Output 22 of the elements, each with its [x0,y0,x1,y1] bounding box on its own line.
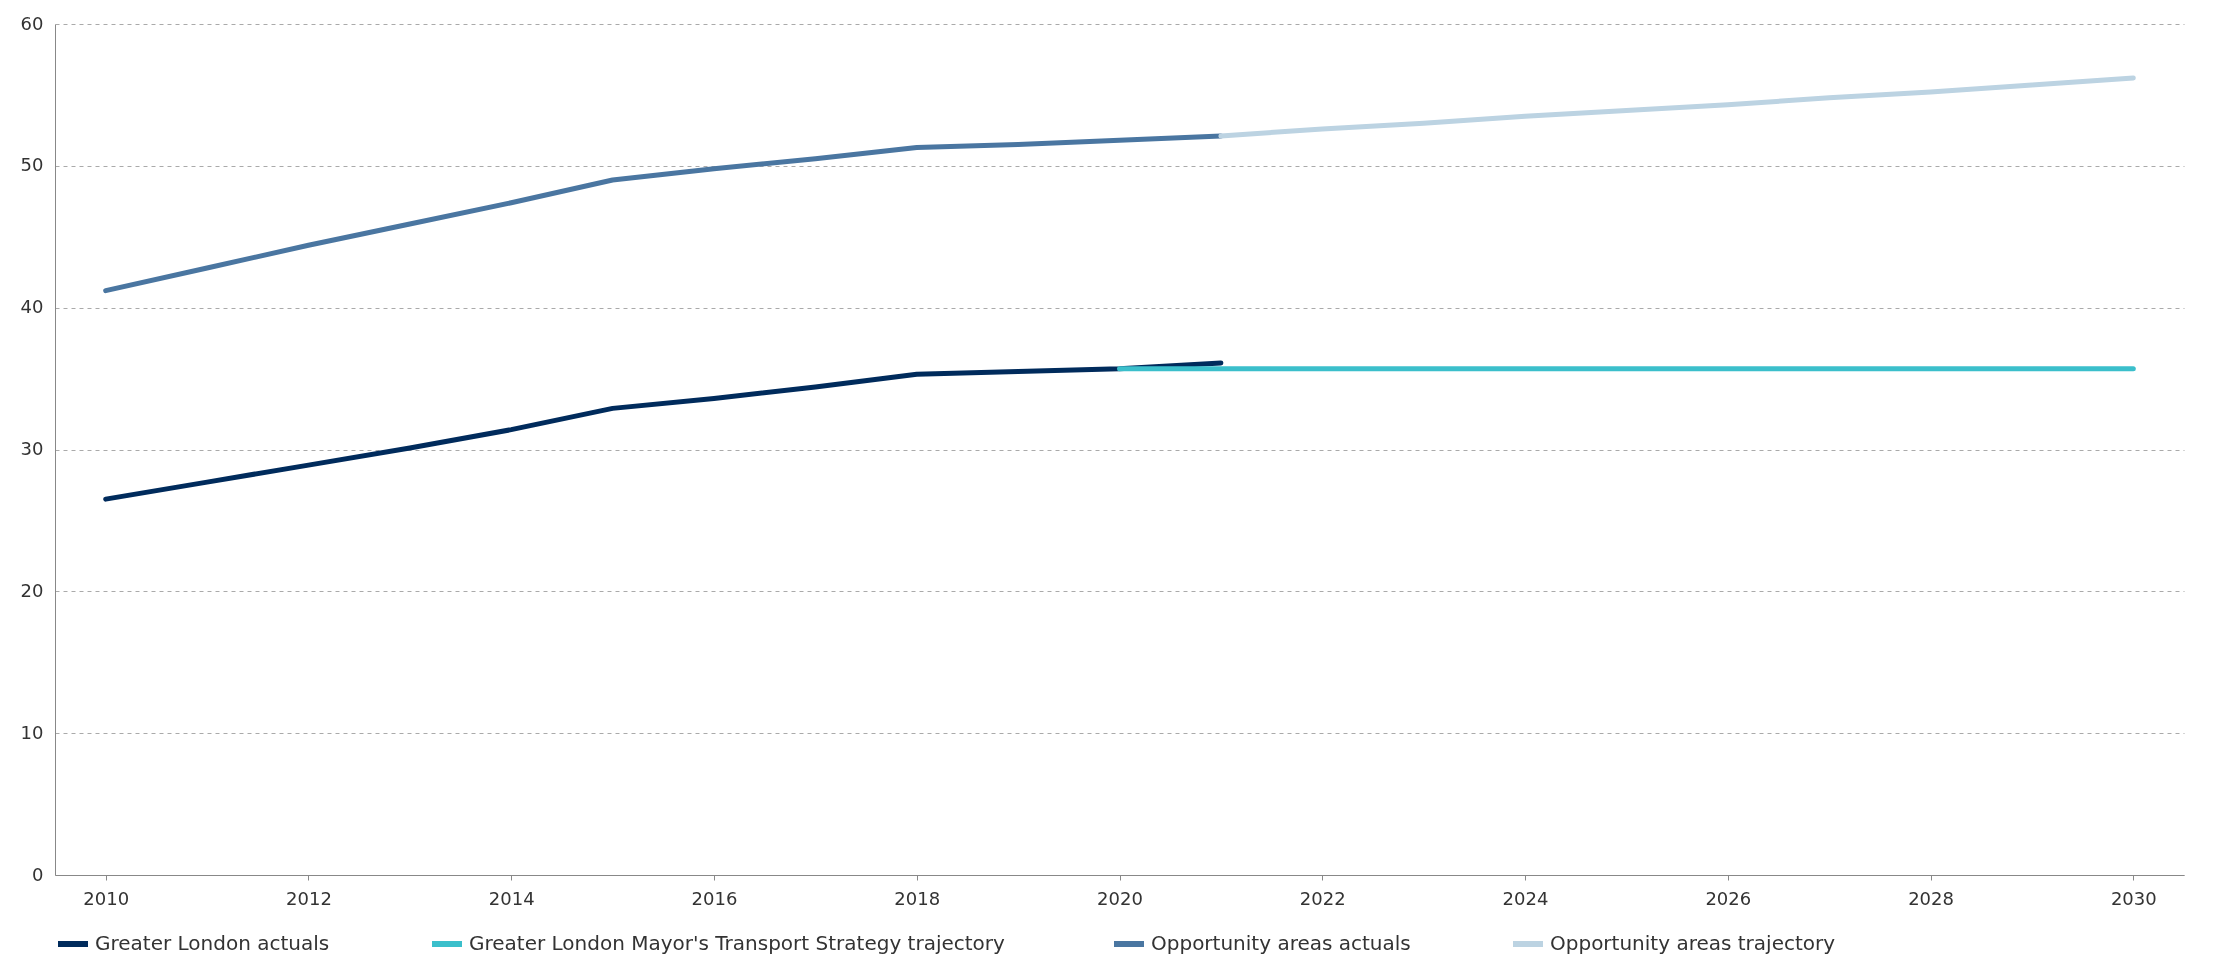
y-tick-label: 60 [20,12,44,34]
y-tick-label: 40 [20,296,44,318]
x-tick-label: 2016 [691,887,738,909]
x-tick-label: 2022 [1299,887,1346,909]
x-tick-label: 2030 [2110,887,2157,909]
y-tick-label: 0 [32,863,44,885]
y-tick-label: 20 [20,579,44,601]
x-tick-label: 2020 [1097,887,1143,909]
legend-label: Opportunity areas trajectory [1550,931,1836,955]
x-tick-label: 2014 [488,887,535,909]
legend-label: Greater London Mayor's Transport Strategy trajectory [469,931,1006,955]
x-tick-label: 2012 [286,887,332,909]
x-tick-label: 2028 [1908,887,1954,909]
x-tick-label: 2026 [1705,887,1752,909]
x-tick-label: 2018 [894,887,941,909]
legend-label: Greater London actuals [95,931,330,955]
legend-label: Opportunity areas actuals [1151,931,1411,955]
y-tick-label: 10 [20,721,44,743]
y-tick-label: 30 [20,438,44,459]
x-tick-label: 2010 [83,887,130,909]
y-tick-label: 50 [20,154,44,176]
x-tick-label: 2024 [1502,887,1549,909]
